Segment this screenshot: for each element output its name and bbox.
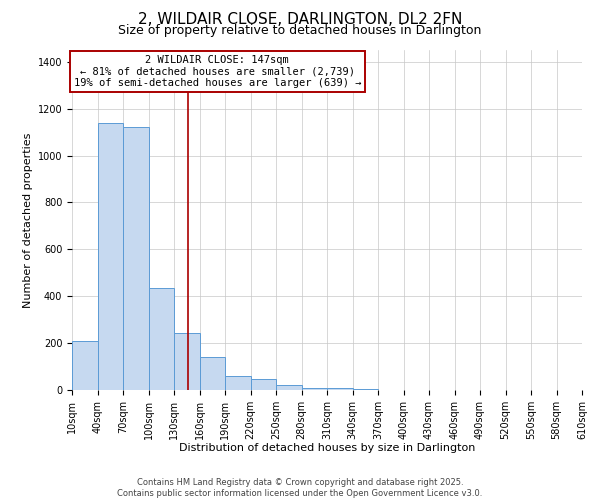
Bar <box>251 380 276 390</box>
Bar <box>123 128 149 390</box>
Bar <box>174 332 199 390</box>
Bar <box>302 388 327 390</box>
Text: 2, WILDAIR CLOSE, DARLINGTON, DL2 2FN: 2, WILDAIR CLOSE, DARLINGTON, DL2 2FN <box>138 12 462 28</box>
Y-axis label: Number of detached properties: Number of detached properties <box>23 132 34 308</box>
Bar <box>353 389 378 390</box>
Bar <box>199 357 225 390</box>
Bar <box>97 122 123 390</box>
Text: Size of property relative to detached houses in Darlington: Size of property relative to detached ho… <box>118 24 482 37</box>
Text: Contains HM Land Registry data © Crown copyright and database right 2025.
Contai: Contains HM Land Registry data © Crown c… <box>118 478 482 498</box>
X-axis label: Distribution of detached houses by size in Darlington: Distribution of detached houses by size … <box>179 444 475 454</box>
Bar <box>327 388 353 390</box>
Bar <box>149 288 174 390</box>
Bar <box>72 341 97 390</box>
Bar <box>225 376 251 390</box>
Text: 2 WILDAIR CLOSE: 147sqm
← 81% of detached houses are smaller (2,739)
19% of semi: 2 WILDAIR CLOSE: 147sqm ← 81% of detache… <box>74 55 361 88</box>
Bar <box>276 385 302 390</box>
